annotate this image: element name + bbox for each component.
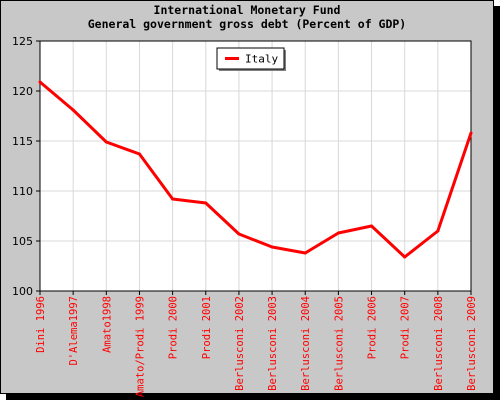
x-tick-label: Amato/Prodi 1999 <box>134 296 146 397</box>
y-tick-label: 100 <box>12 285 33 298</box>
data-point <box>336 231 340 235</box>
series-line-italy <box>39 80 473 259</box>
data-point <box>303 251 307 255</box>
data-point <box>104 140 108 144</box>
chart-title: International Monetary Fund General gove… <box>0 3 494 31</box>
y-tick-label: 120 <box>12 85 33 98</box>
data-point <box>171 197 175 201</box>
x-tick-label: D'Alema1997 <box>68 296 80 366</box>
y-tick-label: 105 <box>12 235 33 248</box>
y-tick-label: 110 <box>12 185 33 198</box>
x-tick-label: Berlusconi 2004 <box>300 296 312 391</box>
y-tick-label: 115 <box>12 135 33 148</box>
chart-title-line-1: International Monetary Fund <box>153 3 341 17</box>
x-tick-label: Prodi 2006 <box>367 296 379 359</box>
y-tick-label: 125 <box>12 35 33 48</box>
x-tick-label: Berlusconi 2009 <box>466 296 478 391</box>
x-tick-label: Berlusconi 2005 <box>333 296 345 391</box>
plot-area <box>40 41 471 291</box>
legend-box <box>216 47 285 70</box>
data-point <box>436 229 440 233</box>
plot-border <box>39 40 472 292</box>
x-tick-label: Prodi 2007 <box>400 296 412 359</box>
chart-title-line-2: General government gross debt (Percent o… <box>87 17 407 31</box>
data-point <box>204 201 208 205</box>
data-point <box>237 232 241 236</box>
x-tick-label: Berlusconi 2002 <box>234 296 246 391</box>
x-tick-label: Prodi 2001 <box>201 296 213 359</box>
x-tick-label: Amato1998 <box>101 296 113 353</box>
x-tick-label: Berlusconi 2008 <box>433 296 445 391</box>
data-point <box>370 224 374 228</box>
x-tick-label: Dini 1996 <box>35 296 47 353</box>
data-point <box>137 152 141 156</box>
data-point <box>469 131 473 135</box>
data-point <box>71 108 75 112</box>
x-tick-label: Berlusconi 2003 <box>267 296 279 391</box>
frame-shadow-right <box>494 6 500 400</box>
frame-shadow-bottom <box>6 394 500 400</box>
data-point <box>403 255 407 259</box>
data-point <box>38 80 42 84</box>
legend-label: Italy <box>245 53 278 66</box>
x-tick-label: Prodi 2000 <box>168 296 180 359</box>
data-point <box>270 245 274 249</box>
